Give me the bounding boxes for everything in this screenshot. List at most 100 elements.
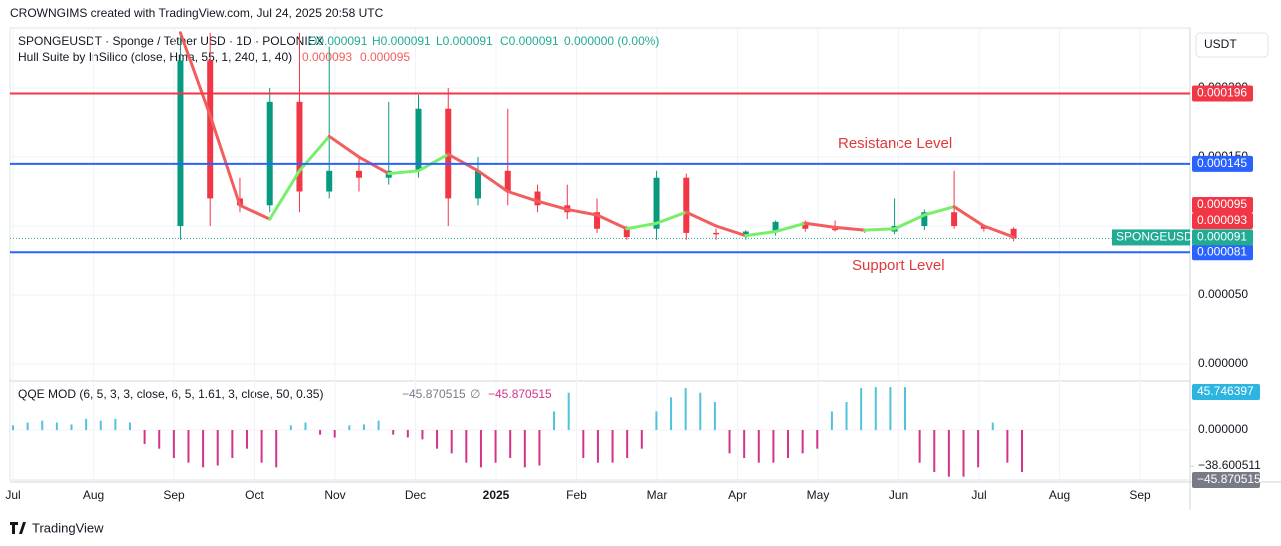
hull-segment (833, 225, 867, 232)
hull-segment (238, 203, 272, 221)
histogram-bar (787, 430, 790, 459)
candle-body (683, 177, 690, 233)
hull-value: 0.000095 (360, 50, 410, 64)
hull-segment (536, 199, 569, 211)
candle-body (623, 228, 630, 238)
candle-body (832, 228, 839, 231)
histogram-bar (70, 424, 73, 431)
histogram-bar (523, 430, 526, 468)
histogram-bar (216, 430, 219, 466)
histogram-bar (713, 402, 716, 431)
histogram-bar (611, 430, 614, 463)
price-label-box (1192, 229, 1253, 246)
price-label: 0.000091 (1197, 230, 1247, 244)
price-label-box (1192, 384, 1260, 400)
qqe-legend: QQE MOD (6, 5, 3, 3, close, 6, 5, 1.61, … (18, 387, 323, 401)
histogram-bar (143, 430, 146, 445)
histogram-bar (245, 430, 248, 449)
histogram-bar (128, 422, 131, 431)
histogram-bar (918, 430, 921, 463)
price-label: 0.000145 (1197, 156, 1247, 170)
histogram-bar (392, 430, 395, 435)
histogram-bar (85, 418, 88, 431)
candle-body (266, 101, 273, 206)
histogram-bar (172, 430, 175, 459)
symbol-label: SPONGEUSDT (1116, 230, 1201, 244)
x-tick-label: Mar (647, 488, 668, 502)
histogram-bar (728, 430, 731, 454)
qqe-value: −45.870515 (488, 387, 552, 401)
candle-body (534, 191, 541, 206)
histogram-bar (202, 430, 205, 468)
currency-button[interactable] (1195, 32, 1269, 58)
hull-segment (446, 152, 480, 173)
hull-segment (387, 169, 420, 176)
hull-legend: Hull Suite by InSilico (close, Hma, 55, … (18, 50, 292, 64)
price-label-box (1192, 472, 1260, 488)
histogram-bar (436, 430, 439, 449)
price-label: 0.000196 (1197, 86, 1247, 100)
hull-segment (922, 205, 956, 217)
histogram-bar (99, 420, 102, 431)
brand-logo (10, 522, 26, 534)
ohlc-value: L0.000091 (436, 34, 493, 48)
symbol-title: SPONGEUSDT · Sponge / Tether USD · 1D · … (18, 34, 324, 48)
histogram-bar (582, 430, 585, 459)
candle-body (653, 177, 660, 229)
annotation: Resistance Level (838, 135, 952, 152)
ohlc-value: O0.000091 (308, 34, 368, 48)
histogram-bar (874, 387, 877, 431)
candle-body (504, 170, 511, 192)
histogram-bar (772, 430, 775, 463)
price-label: 0.000093 (1197, 213, 1247, 227)
candle-body (177, 60, 184, 227)
hull-segment (625, 221, 659, 231)
candle-body (207, 60, 214, 199)
histogram-bar (538, 430, 541, 466)
histogram-bar (275, 430, 278, 468)
y-tick-label: 0.000000 (1198, 356, 1248, 370)
histogram-bar (670, 397, 673, 431)
brand: TradingView (32, 520, 104, 535)
histogram-bar (260, 430, 263, 463)
histogram-bar (465, 430, 468, 463)
ohlc-value: C0.000091 (500, 34, 559, 48)
histogram-bar (626, 430, 629, 459)
histogram-bar (187, 430, 190, 463)
histogram-bar (406, 430, 409, 438)
price-label-box (1192, 244, 1253, 261)
x-tick-label: Sep (163, 488, 185, 502)
hull-segment (684, 210, 718, 228)
candle-body (475, 170, 482, 199)
qqe-value: ∅ (470, 387, 480, 401)
histogram-bar (494, 430, 497, 463)
qqe-value: −45.870515 (402, 387, 466, 401)
price-label: −45.870515 (1197, 472, 1261, 486)
histogram-bar (757, 430, 760, 463)
candle-body (1010, 228, 1017, 239)
histogram-bar (289, 425, 292, 431)
histogram-bar (55, 422, 58, 431)
attribution: CROWNGIMS created with TradingView.com, … (10, 6, 384, 20)
x-tick-label: Jun (889, 488, 908, 502)
histogram-bar (553, 411, 556, 431)
price-label: 45.746397 (1197, 384, 1254, 398)
x-tick-label: Feb (566, 488, 587, 502)
hull-segment (506, 190, 540, 203)
x-tick-label: 2025 (483, 488, 510, 502)
histogram-bar (933, 430, 936, 473)
histogram-bar (304, 422, 307, 431)
hull-segment (952, 205, 986, 228)
histogram-bar (991, 422, 994, 431)
histogram-bar (450, 430, 453, 454)
histogram-bar (889, 387, 892, 431)
histogram-bar (421, 430, 424, 440)
y-tick-label: 0.000000 (1198, 422, 1248, 436)
hull-segment (893, 213, 926, 231)
hull-segment (357, 155, 391, 176)
histogram-bar (377, 420, 380, 431)
hull-segment (803, 221, 837, 229)
ohlc-value: H0.000091 (372, 34, 431, 48)
